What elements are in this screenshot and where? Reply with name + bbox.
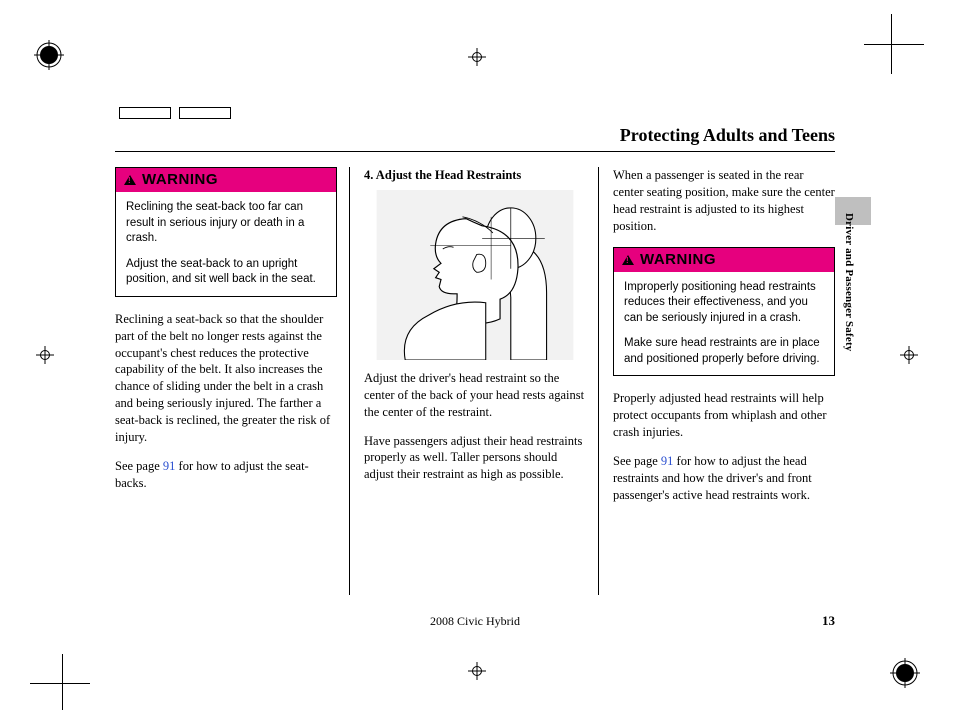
- crop-line: [30, 683, 90, 684]
- warning-header: WARNING: [614, 248, 834, 272]
- page-link[interactable]: 91: [661, 454, 674, 468]
- crossmark-right: [900, 346, 918, 364]
- page-link[interactable]: 91: [163, 459, 176, 473]
- column-3: When a passenger is seated in the rear c…: [598, 167, 835, 595]
- regmark-top-left: [34, 40, 64, 70]
- crossmark-top: [468, 48, 486, 66]
- regmark-bottom-right: [890, 658, 920, 688]
- columns: WARNING Reclining the seat-back too far …: [115, 167, 835, 595]
- section-title: Protecting Adults and Teens: [620, 125, 835, 146]
- body-text: Properly adjusted head restraints will h…: [613, 390, 835, 441]
- body-text: Adjust the driver's head restraint so th…: [364, 370, 586, 421]
- warning-box-1: WARNING Reclining the seat-back too far …: [115, 167, 337, 297]
- header-boxes: [119, 107, 231, 119]
- warning-body: Reclining the seat-back too far can resu…: [116, 192, 336, 296]
- see-page-text: See page 91 for how to adjust the head r…: [613, 453, 835, 504]
- warning-text: Improperly positioning head restraints r…: [624, 280, 824, 327]
- warning-body: Improperly positioning head restraints r…: [614, 272, 834, 376]
- warning-box-2: WARNING Improperly positioning head rest…: [613, 247, 835, 377]
- warning-triangle-icon: [622, 255, 634, 265]
- crossmark-bottom: [468, 662, 486, 680]
- crossmark-left: [36, 346, 54, 364]
- body-text: When a passenger is seated in the rear c…: [613, 167, 835, 235]
- page-number: 13: [822, 613, 835, 629]
- crop-line: [62, 654, 63, 710]
- head-restraint-illustration: [364, 190, 586, 360]
- warning-triangle-icon: [124, 175, 136, 185]
- warning-text: Reclining the seat-back too far can resu…: [126, 200, 326, 247]
- column-1: WARNING Reclining the seat-back too far …: [115, 167, 349, 595]
- warning-text: Adjust the seat-back to an upright posit…: [126, 257, 326, 288]
- header-rule: [115, 151, 835, 152]
- crop-line: [864, 44, 924, 45]
- warning-label: WARNING: [142, 170, 218, 190]
- step-heading: 4. Adjust the Head Restraints: [364, 167, 586, 184]
- crop-line: [891, 14, 892, 74]
- body-text: Have passengers adjust their head restra…: [364, 433, 586, 484]
- column-2: 4. Adjust the Head Restraints: [349, 167, 598, 595]
- warning-text: Make sure head restraints are in place a…: [624, 336, 824, 367]
- body-text: Reclining a seat-back so that the should…: [115, 311, 337, 446]
- page-frame: Protecting Adults and Teens Driver and P…: [115, 105, 835, 635]
- chapter-label: Driver and Passenger Safety: [843, 213, 855, 352]
- see-page-text: See page 91 for how to adjust the seat-b…: [115, 458, 337, 492]
- warning-header: WARNING: [116, 168, 336, 192]
- footer-model: 2008 Civic Hybrid: [115, 614, 835, 629]
- warning-label: WARNING: [640, 250, 716, 270]
